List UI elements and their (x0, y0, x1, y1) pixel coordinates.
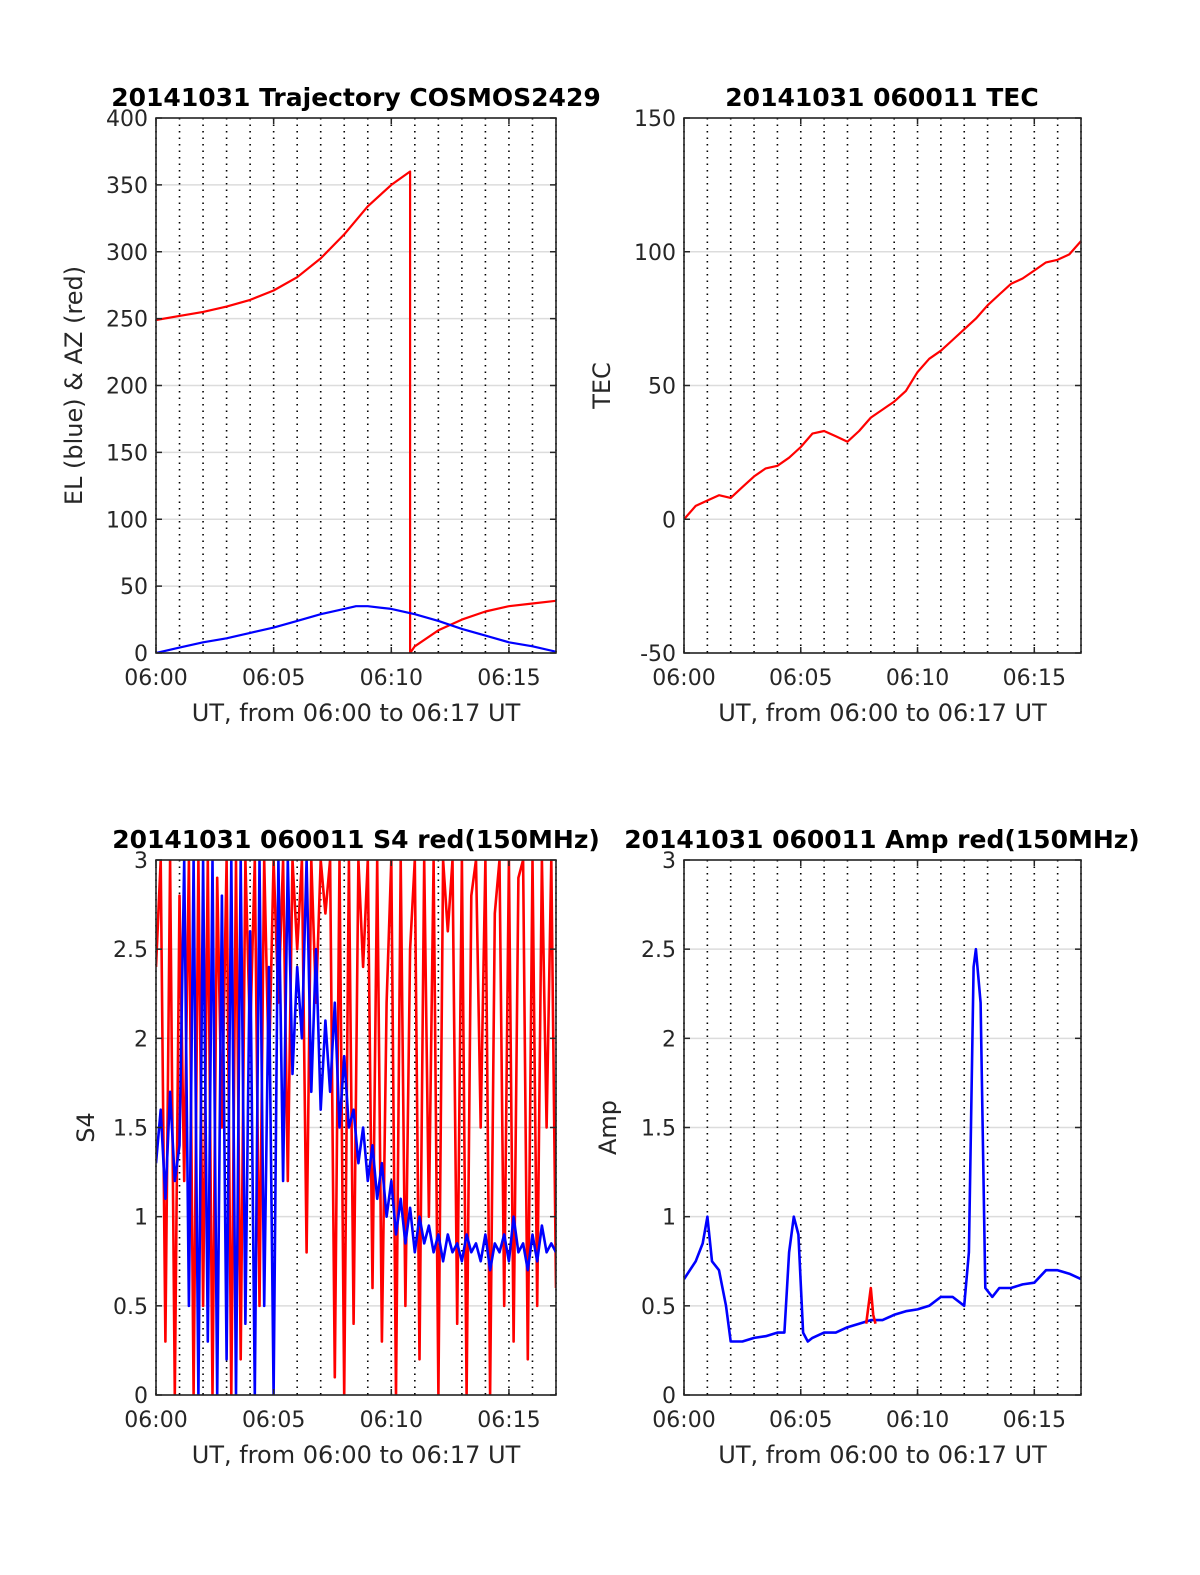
x-axis-label: UT, from 06:00 to 06:17 UT (718, 699, 1047, 727)
y-axis-label: S4 (72, 1112, 100, 1143)
y-tick-label: 3 (134, 849, 148, 874)
y-tick-label: 0.5 (641, 1295, 676, 1320)
series-group (156, 170, 556, 653)
y-tick-label: 400 (106, 107, 148, 132)
x-tick-label: 06:00 (652, 666, 715, 691)
y-tick-label: 0.5 (113, 1295, 148, 1320)
y-tick-label: 0 (134, 642, 148, 667)
y-tick-label: 100 (634, 241, 676, 266)
x-axis-label: UT, from 06:00 to 06:17 UT (718, 1441, 1047, 1469)
x-tick-label: 06:10 (886, 666, 949, 691)
series-group (684, 947, 1081, 1343)
y-tick-label: 1.5 (113, 1117, 148, 1142)
series-red-line (864, 1286, 877, 1325)
series-group (684, 240, 1081, 521)
y-tick-label: 2.5 (641, 938, 676, 963)
x-tick-label: 06:10 (360, 1408, 423, 1433)
y-tick-label: 1.5 (641, 1117, 676, 1142)
y-tick-label: 0 (662, 1384, 676, 1409)
chart-title: 20141031 060011 Amp red(150MHz) (624, 825, 1140, 854)
series-red-line (156, 170, 556, 653)
y-tick-label: 0 (134, 1384, 148, 1409)
s4-chart: 0 0.5 1 1.5 2 2.5 3 06:00 06:05 06:10 06:15 2014103… (72, 825, 600, 1469)
y-tick-label: 2.5 (113, 938, 148, 963)
chart-title: 20141031 060011 TEC (725, 83, 1038, 112)
x-tick-label: 06:00 (124, 1408, 187, 1433)
y-tick-label: 350 (106, 174, 148, 199)
series-blue-line (156, 860, 556, 1395)
y-tick-label: 150 (634, 107, 676, 132)
y-tick-label: 50 (648, 375, 676, 400)
tec-chart: -50 0 50 100 150 06:00 06:05 06:10 06:15 20141031… (588, 83, 1082, 727)
x-tick-label: 06:00 (652, 1408, 715, 1433)
y-tick-label: 250 (106, 308, 148, 333)
y-tick-label: 150 (106, 441, 148, 466)
y-tick-label: 2 (134, 1027, 148, 1052)
amp-chart: 0 0.5 1 1.5 2 2.5 3 06:00 06:05 06:10 06:15 2014103… (594, 825, 1140, 1469)
y-tick-label: 3 (662, 849, 676, 874)
x-tick-label: 06:15 (1003, 666, 1066, 691)
y-axis-label: Amp (594, 1100, 622, 1155)
x-tick-label: 06:05 (769, 1408, 832, 1433)
y-tick-label: 200 (106, 375, 148, 400)
x-tick-label: 06:15 (477, 666, 540, 691)
series-red-line (684, 240, 1081, 521)
x-tick-label: 06:05 (242, 1408, 305, 1433)
x-tick-label: 06:15 (1003, 1408, 1066, 1433)
y-axis-label: TEC (588, 362, 616, 410)
series-blue-line (156, 605, 556, 653)
y-tick-label: 300 (106, 241, 148, 266)
y-axis-label: EL (blue) & AZ (red) (60, 266, 88, 505)
y-tick-label: 0 (662, 508, 676, 533)
y-tick-label: -50 (640, 642, 676, 667)
x-axis-label: UT, from 06:00 to 06:17 UT (192, 699, 521, 727)
x-tick-label: 06:05 (769, 666, 832, 691)
x-tick-label: 06:10 (886, 1408, 949, 1433)
series-blue-line (684, 947, 1081, 1343)
x-tick-label: 06:15 (477, 1408, 540, 1433)
y-tick-label: 2 (662, 1027, 676, 1052)
y-tick-label: 50 (120, 575, 148, 600)
x-tick-label: 06:05 (242, 666, 305, 691)
x-axis-label: UT, from 06:00 to 06:17 UT (192, 1441, 521, 1469)
chart-title: 20141031 060011 S4 red(150MHz) (112, 825, 600, 854)
trajectory-chart: 0 50 100 150 200 250 300 350 400 06:00 06:05 06:10 0… (60, 83, 601, 727)
y-tick-label: 1 (662, 1206, 676, 1231)
series-group (156, 860, 556, 1395)
y-tick-label: 1 (134, 1206, 148, 1231)
x-tick-label: 06:00 (124, 666, 187, 691)
x-tick-label: 06:10 (360, 666, 423, 691)
y-tick-label: 100 (106, 508, 148, 533)
chart-title: 20141031 Trajectory COSMOS2429 (111, 83, 601, 112)
